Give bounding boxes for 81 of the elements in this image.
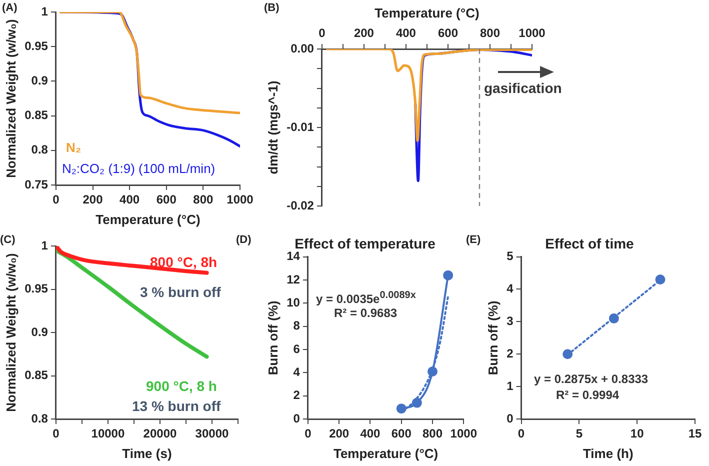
text: (D) <box>236 234 252 246</box>
text: (C) <box>0 234 16 246</box>
y-tick-label: 8 <box>293 318 300 333</box>
x-tick-label: 1000 <box>226 192 254 207</box>
y-tick-label: 0.75 <box>24 177 48 192</box>
y-tick-label: 1 <box>506 378 514 393</box>
series-label: 800 °C, 8h <box>150 254 218 270</box>
x-tick-label: 10000 <box>91 426 125 441</box>
x-tick-label: 200 <box>354 26 374 40</box>
x-tick-label: 1000 <box>450 426 478 441</box>
y-tick-label: 2 <box>506 346 514 360</box>
series-label: N₂:CO₂ (1:9) (100 mL/min) <box>62 161 216 176</box>
y-tick-label: 4 <box>293 364 300 379</box>
x-tick-label: 5 <box>576 426 583 441</box>
annotation: R² = 0.9994 <box>556 388 620 402</box>
x-tick-label: 0 <box>52 192 60 207</box>
text: N₂ <box>66 140 82 155</box>
y-tick-label: 6 <box>293 342 300 356</box>
x-axis-title: Time (s) <box>122 446 172 461</box>
text: (E) <box>466 234 481 246</box>
x-tick-label: 0 <box>318 26 326 40</box>
y-tick-label: 0.85 <box>24 108 48 122</box>
x-tick-label: 10 <box>630 426 644 441</box>
annotation: y = 0.0035e$^{0.0089x}$ <box>316 290 416 306</box>
x-axis-title: Temperature (°C) <box>96 212 200 227</box>
x-tick-label: 200 <box>329 426 350 441</box>
x-tick-label: 600 <box>156 192 177 207</box>
y-tick-label: 0 <box>293 411 300 426</box>
annotation: y = 0.2875x + 0.8333 <box>534 372 648 386</box>
annotation: R² = 0.9683 <box>334 306 398 320</box>
x-tick-label: 0 <box>518 426 525 441</box>
x-tick-label: 15 <box>688 426 702 441</box>
y-tick-label: 0.9 <box>31 324 48 339</box>
x-tick-label: 800 <box>422 426 443 441</box>
x-axis-title: Temperature (°C) <box>333 446 438 461</box>
text: (B) <box>264 2 280 14</box>
x-tick-label: 1000 <box>518 26 546 40</box>
x-tick-label: 30000 <box>195 426 229 441</box>
x-tick-label: 400 <box>360 426 381 441</box>
y-tick-label: 1 <box>41 238 48 252</box>
y-axis-title: Normalized Weight (w/w₀) <box>3 253 18 412</box>
y-tick-label: 0.85 <box>24 368 48 382</box>
y-tick-label: 2 <box>293 388 300 402</box>
y-tick-label: -0.01 <box>286 120 314 134</box>
y-tick-label: 4 <box>506 282 514 296</box>
x-tick-label: 600 <box>438 26 458 40</box>
y-tick-label: 0.95 <box>24 282 48 296</box>
y-tick-label: 0.95 <box>24 38 48 53</box>
y-axis-title: dm/dt (mgs^-1) <box>265 80 280 174</box>
chart-title: Effect of temperature <box>294 235 436 252</box>
y-axis-title: Burn off (%) <box>485 300 500 376</box>
chart-title: Effect of time <box>545 235 634 252</box>
x-tick-label: 600 <box>391 426 412 441</box>
series-label: 900 °C, 8 h <box>146 378 217 394</box>
y-tick-label: 14 <box>286 249 300 264</box>
x-axis-title: Time (h) <box>582 446 634 461</box>
y-tick-label: 3 <box>506 314 514 328</box>
x-axis-title: Temperature (°C) <box>374 5 480 20</box>
y-tick-label: 0.9 <box>31 74 48 88</box>
annotation: 13 % burn off <box>132 398 221 414</box>
y-axis-title: Burn off (%) <box>265 300 280 376</box>
x-tick-label: 200 <box>82 192 104 207</box>
annotation: 3 % burn off <box>140 284 221 300</box>
text: (A) <box>2 2 18 14</box>
x-tick-label: 20000 <box>143 426 177 441</box>
x-tick-label: 400 <box>120 192 140 207</box>
y-tick-label: 10 <box>286 295 300 310</box>
x-tick-label: 800 <box>480 26 500 40</box>
y-tick-label: 12 <box>286 272 300 286</box>
y-tick-label: 5 <box>506 249 514 264</box>
y-axis-title: Normalized Weight (w/w₀) <box>3 19 18 178</box>
x-tick-label: 0 <box>52 426 60 441</box>
y-tick-label: -0.02 <box>286 198 314 212</box>
x-tick-label: 400 <box>396 26 416 40</box>
y-tick-label: 0.00 <box>290 41 314 56</box>
y-tick-label: 0.8 <box>31 411 48 426</box>
y-tick-label: 0 <box>506 411 514 426</box>
x-tick-label: 800 <box>193 192 214 207</box>
annotation: gasification <box>484 80 562 96</box>
y-tick-label: 0.8 <box>31 142 48 157</box>
y-tick-label: 1 <box>41 4 48 18</box>
